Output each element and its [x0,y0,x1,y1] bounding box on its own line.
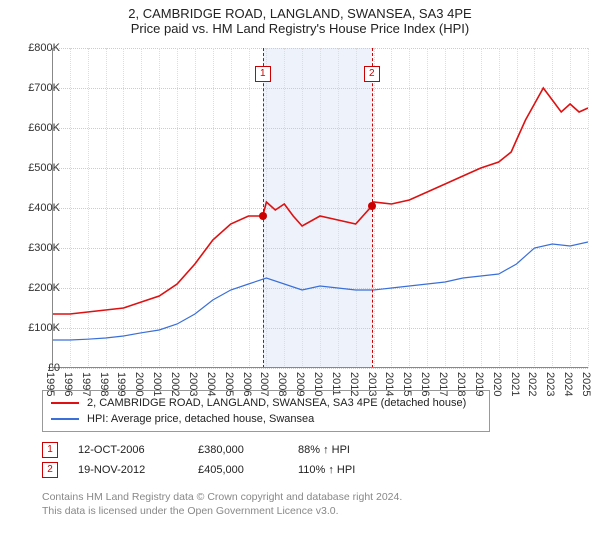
sale-date: 19-NOV-2012 [78,464,178,476]
plot-border [52,48,588,368]
legend-item: HPI: Average price, detached house, Swan… [51,411,481,427]
footer-line: This data is licensed under the Open Gov… [42,504,402,518]
sale-price: £380,000 [198,444,278,456]
legend-label: 2, CAMBRIDGE ROAD, LANGLAND, SWANSEA, SA… [87,397,466,409]
y-tick-label: £700K [28,82,60,94]
legend-swatch [51,418,79,420]
y-tick-label: £600K [28,122,60,134]
y-tick-label: £300K [28,242,60,254]
y-tick-label: £800K [28,42,60,54]
x-tick-label: 2020 [491,372,503,396]
y-tick-label: £200K [28,282,60,294]
sale-price: £405,000 [198,464,278,476]
legend: 2, CAMBRIDGE ROAD, LANGLAND, SWANSEA, SA… [42,390,490,432]
sales-table: 1 12-OCT-2006 £380,000 88% ↑ HPI 2 19-NO… [42,440,355,480]
y-tick-label: £100K [28,322,60,334]
x-tick-label: 2024 [562,372,574,396]
sale-marker-icon: 1 [42,442,58,458]
x-tick-label: 2023 [544,372,556,396]
sale-date: 12-OCT-2006 [78,444,178,456]
legend-label: HPI: Average price, detached house, Swan… [87,413,314,425]
sales-row: 2 19-NOV-2012 £405,000 110% ↑ HPI [42,460,355,480]
sale-marker-icon: 2 [42,462,58,478]
x-tick-label: 2025 [580,372,592,396]
y-tick-label: £500K [28,162,60,174]
legend-swatch [51,402,79,404]
chart-container: 2, CAMBRIDGE ROAD, LANGLAND, SWANSEA, SA… [0,0,600,560]
legend-item: 2, CAMBRIDGE ROAD, LANGLAND, SWANSEA, SA… [51,395,481,411]
plot-area: 12 [52,48,588,368]
title-block: 2, CAMBRIDGE ROAD, LANGLAND, SWANSEA, SA… [0,0,600,36]
chart-title: 2, CAMBRIDGE ROAD, LANGLAND, SWANSEA, SA… [0,6,600,21]
footer-attribution: Contains HM Land Registry data © Crown c… [42,490,402,518]
x-tick-label: 2022 [526,372,538,396]
x-tick-label: 2021 [509,372,521,396]
sale-hpi-pct: 110% ↑ HPI [298,464,355,476]
footer-line: Contains HM Land Registry data © Crown c… [42,490,402,504]
sale-hpi-pct: 88% ↑ HPI [298,444,350,456]
y-tick-label: £400K [28,202,60,214]
sales-row: 1 12-OCT-2006 £380,000 88% ↑ HPI [42,440,355,460]
chart-subtitle: Price paid vs. HM Land Registry's House … [0,21,600,36]
